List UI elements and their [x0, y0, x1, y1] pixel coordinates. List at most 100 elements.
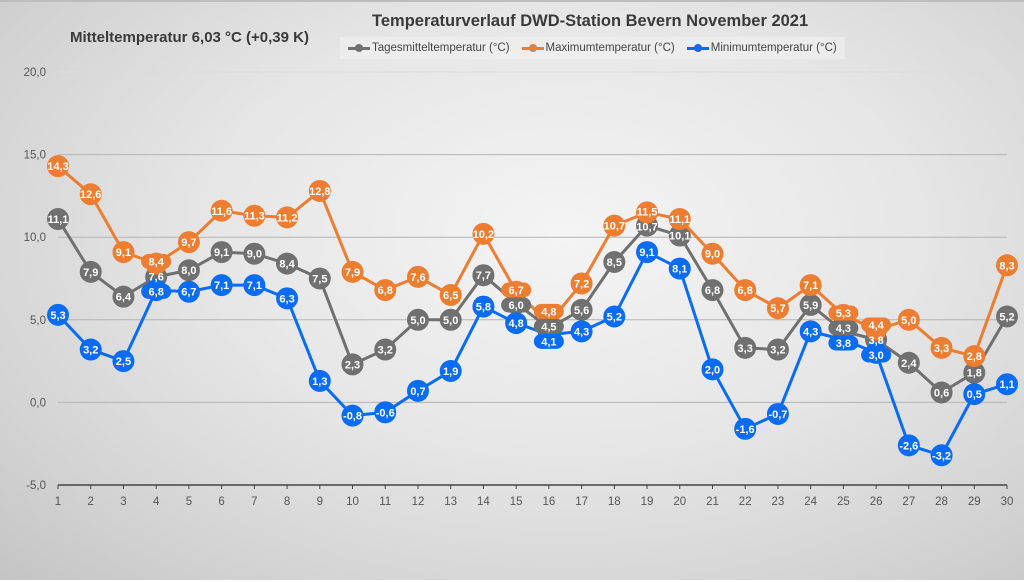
legend-label-mean: Tagesmitteltemperatur (°C): [372, 42, 510, 54]
data-label-mean: 3,8: [868, 335, 883, 347]
legend-marker-min: [686, 43, 709, 53]
data-label-mean: 4,5: [541, 321, 556, 333]
data-label-mean: 10,1: [669, 231, 690, 243]
data-label-mean: 7,7: [476, 270, 491, 282]
data-point-min: [734, 417, 757, 440]
data-point-max: [603, 214, 626, 237]
data-label-max: 5,7: [770, 303, 785, 315]
chart-title: Temperaturverlauf DWD-Station Bevern Nov…: [372, 12, 809, 30]
data-point-max: [308, 179, 331, 202]
data-point-min: [570, 320, 593, 343]
data-point-max: [177, 231, 200, 254]
data-label-max: 8,3: [999, 260, 1014, 272]
series-min: [47, 241, 1018, 467]
data-point-min: [636, 241, 659, 264]
data-point-mean: [439, 308, 462, 331]
x-tick-label: 18: [608, 496, 621, 508]
data-label-min: -1,6: [736, 424, 755, 436]
x-tick-label: 20: [673, 496, 686, 508]
data-point-max: [799, 274, 822, 297]
x-tick-label: 6: [218, 496, 224, 508]
x-tick-label: 4: [153, 496, 160, 508]
x-tick-label: 23: [772, 496, 785, 508]
data-label-mean: 0,6: [934, 387, 949, 399]
data-point-max: [930, 336, 953, 359]
data-label-mean: 1,8: [967, 368, 982, 380]
data-label-max: 4,4: [868, 320, 884, 332]
x-tick-label: 29: [968, 496, 981, 508]
data-point-max: [996, 254, 1018, 277]
data-label-max: 7,6: [410, 272, 425, 284]
data-point-min: [766, 402, 789, 425]
data-label-min: 3,0: [868, 350, 883, 362]
data-label-mean: 5,2: [999, 311, 1014, 323]
data-label-max: 6,7: [508, 285, 523, 297]
data-point-min: [505, 312, 528, 335]
data-point-mean: [668, 224, 691, 247]
data-point-max: [766, 297, 789, 320]
data-point-max: [243, 204, 266, 227]
x-tick-label: 9: [317, 496, 323, 508]
data-label-mean: 3,2: [770, 345, 785, 357]
data-point-mean: [734, 336, 757, 359]
data-point-mean: [210, 241, 233, 264]
data-label-mean: 6,0: [508, 300, 523, 312]
data-label-min: 6,7: [181, 287, 196, 299]
data-label-mean: 8,0: [181, 265, 196, 277]
data-point-max: [112, 241, 135, 264]
x-tick-label: 24: [804, 496, 817, 508]
data-label-mean: 10,7: [636, 222, 657, 234]
data-label-min: 5,2: [607, 311, 622, 323]
legend-item-max: Maximumtemperatur (°C): [521, 42, 675, 54]
x-tick-label: 21: [706, 496, 719, 508]
y-tick-label: 20,0: [24, 67, 46, 79]
data-point-mean: [276, 252, 299, 275]
data-label-max: 10,7: [604, 221, 625, 233]
data-label-min: 1,3: [312, 376, 327, 388]
data-label-min: -2,6: [899, 440, 918, 452]
data-point-min: [963, 383, 986, 406]
data-point-max: [406, 265, 429, 288]
data-label-mean: 6,4: [116, 292, 132, 304]
data-label-max: 11,3: [244, 211, 265, 223]
series-group: [47, 155, 1018, 467]
data-label-min: -0,8: [343, 411, 362, 423]
data-point-min: [177, 280, 200, 303]
data-point-mean: [570, 298, 593, 321]
data-point-min: [439, 360, 462, 383]
data-label-min: 1,1: [999, 379, 1014, 391]
data-label-max: 11,5: [637, 207, 658, 219]
data-label-bg-mean: [533, 318, 564, 334]
legend-marker-mean: [348, 43, 370, 53]
data-point-mean: [766, 338, 789, 361]
data-point-mean: [112, 285, 135, 308]
x-tick-label: 13: [444, 496, 457, 508]
data-point-mean: [963, 361, 986, 384]
data-label-bg-min: [828, 335, 859, 351]
data-label-max: 12,6: [80, 189, 101, 201]
x-tick-label: 14: [477, 496, 490, 508]
data-point-mean: [243, 242, 266, 265]
legend-item-min: Minimumtemperatur (°C): [686, 42, 837, 54]
data-label-mean: 5,9: [803, 300, 818, 312]
data-point-mean: [996, 305, 1018, 328]
data-label-bg-max: [141, 253, 172, 269]
data-label-min: -0,6: [376, 407, 395, 419]
data-label-min: 2,5: [116, 356, 131, 368]
x-tick-label: 8: [284, 496, 290, 508]
data-label-max: 2,8: [967, 351, 982, 363]
data-label-max: 7,2: [574, 278, 589, 290]
data-label-mean: 8,5: [607, 257, 622, 269]
data-label-max: 5,3: [836, 308, 851, 320]
data-label-min: 4,3: [574, 326, 589, 338]
data-point-mean: [47, 208, 69, 231]
data-label-max: 6,8: [378, 285, 393, 297]
data-label-mean: 5,6: [574, 305, 589, 317]
x-tick-label: 28: [935, 496, 948, 508]
data-label-min: 7,1: [247, 280, 262, 292]
data-point-max: [734, 279, 757, 302]
data-point-max: [374, 279, 397, 302]
data-point-min: [701, 358, 724, 381]
